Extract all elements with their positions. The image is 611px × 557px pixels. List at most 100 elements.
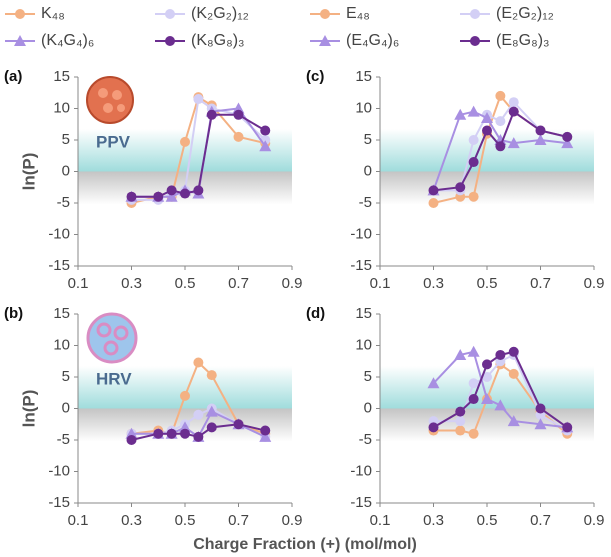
series (427, 105, 574, 196)
y-axis-label: ln(P) (19, 390, 38, 428)
marker (180, 188, 190, 199)
marker (454, 108, 467, 120)
x-tick-label: 0.1 (68, 512, 89, 529)
annotation: HRV (96, 370, 132, 389)
marker (206, 422, 217, 433)
marker (206, 109, 217, 120)
marker (455, 182, 466, 193)
marker (193, 94, 204, 105)
y-tick-label: 15 (53, 68, 70, 85)
y-tick-label: 5 (364, 131, 372, 148)
legend-label: (E₈G₈)₃ (496, 32, 550, 49)
marker (180, 428, 190, 439)
marker (508, 97, 519, 108)
y-tick-label: -10 (350, 225, 372, 242)
series (126, 419, 271, 445)
marker (535, 403, 546, 414)
marker (507, 137, 520, 149)
series (428, 106, 573, 196)
legend-label: E₄₈ (346, 5, 370, 22)
marker (126, 191, 137, 202)
series (126, 109, 271, 202)
x-tick-label: 0.7 (228, 275, 249, 292)
y-axis-label: ln(P) (19, 153, 38, 191)
positive-region (380, 77, 594, 172)
marker (494, 399, 507, 411)
x-tick-label: 0.7 (530, 512, 551, 529)
legend-item: (E₂G₂)₁₂ (460, 5, 554, 22)
y-tick-label: 0 (62, 162, 70, 179)
x-tick-label: 0.1 (370, 275, 391, 292)
y-tick-label: 5 (62, 131, 70, 148)
annotation: PPV (96, 133, 131, 152)
marker (534, 418, 547, 430)
marker (508, 368, 519, 379)
marker (179, 421, 191, 433)
y-tick-label: 10 (355, 99, 372, 116)
marker (428, 198, 439, 208)
marker (467, 345, 480, 357)
legend-label: (K₄G₄)₆ (41, 32, 94, 49)
marker (232, 102, 245, 114)
marker (205, 405, 218, 417)
marker (193, 409, 204, 420)
x-tick-label: 0.5 (477, 512, 498, 529)
legend-marker (470, 36, 480, 46)
legend-marker (165, 36, 175, 46)
marker (193, 185, 204, 196)
legend-item: (E₄G₄)₆ (310, 32, 399, 49)
legend-label: K₄₈ (41, 5, 65, 22)
y-tick-label: 10 (53, 99, 70, 116)
legend-item: (K₄G₄)₆ (5, 32, 94, 49)
x-tick-label: 0.9 (282, 512, 303, 529)
marker (481, 111, 493, 123)
marker (495, 90, 506, 101)
legend-label: (E₂G₂)₁₂ (496, 5, 554, 22)
legend-marker (319, 35, 331, 46)
panel-label: (b) (4, 305, 23, 322)
x-tick-label: 0.9 (282, 275, 303, 292)
y-tick-label: -15 (350, 257, 372, 274)
legend-marker (470, 9, 480, 19)
negative-region (380, 171, 594, 266)
marker (454, 348, 467, 360)
series (428, 346, 573, 433)
marker (427, 377, 440, 389)
x-tick-label: 0.5 (477, 275, 498, 292)
y-tick-label: 0 (62, 399, 70, 416)
marker (233, 109, 244, 120)
marker (467, 105, 480, 117)
y-tick-label: 15 (53, 305, 70, 322)
marker (180, 136, 190, 147)
x-tick-label: 0.5 (175, 512, 196, 529)
y-tick-label: 15 (355, 68, 372, 85)
x-tick-label: 0.1 (68, 275, 89, 292)
marker (468, 135, 479, 145)
marker (455, 416, 466, 427)
legend-marker (320, 9, 330, 19)
marker (206, 370, 217, 381)
y-tick-label: 15 (355, 305, 372, 322)
x-tick-label: 0.7 (530, 275, 551, 292)
marker (534, 134, 547, 145)
marker (153, 191, 164, 202)
marker (561, 137, 574, 149)
marker (126, 435, 137, 445)
marker (562, 422, 573, 433)
marker (482, 372, 492, 382)
marker (428, 422, 439, 433)
marker (166, 185, 177, 196)
legend-item: (K₈G₈)₃ (155, 32, 245, 49)
legend-item: K₄₈ (5, 5, 65, 22)
y-tick-label: -5 (57, 431, 70, 448)
y-tick-label: 0 (364, 399, 372, 416)
x-tick-label: 0.3 (423, 512, 444, 529)
legend-label: (E₄G₄)₆ (346, 32, 399, 49)
y-tick-label: 10 (53, 336, 70, 353)
x-tick-label: 0.3 (121, 275, 142, 292)
marker (495, 141, 506, 152)
marker (562, 131, 573, 142)
marker (507, 415, 520, 427)
y-tick-label: -10 (48, 462, 70, 479)
marker (259, 140, 272, 152)
